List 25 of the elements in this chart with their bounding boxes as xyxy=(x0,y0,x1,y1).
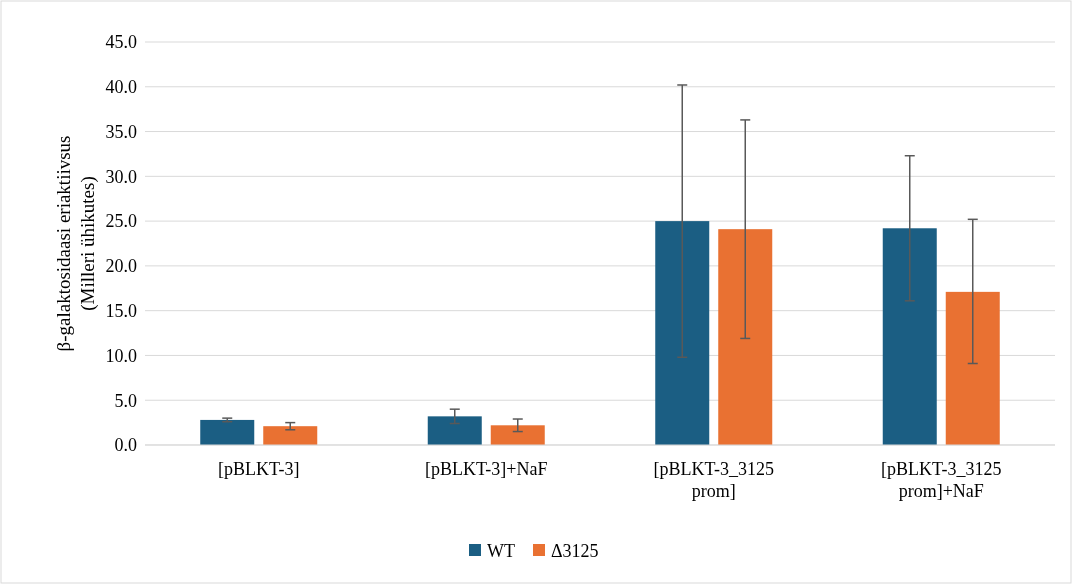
y-tick-label: 15.0 xyxy=(105,300,137,321)
y-tick-label: 35.0 xyxy=(105,121,137,142)
x-tick-label: [pBLKT-3_3125 prom]+NaF xyxy=(881,459,1002,501)
y-axis-title: β-galaktosidaasi eriaktiivsus (Milleri ühikutes) xyxy=(53,135,99,352)
bar xyxy=(945,291,1000,445)
y-tick-label: 5.0 xyxy=(114,390,137,411)
x-tick-label: [pBLKT-3_3125 prom] xyxy=(653,459,774,501)
bar xyxy=(718,229,773,445)
x-tick-label: [pBLKT-3] xyxy=(218,459,300,479)
x-tick-label: [pBLKT-3]+NaF xyxy=(425,459,548,479)
legend-label: WT xyxy=(487,541,515,562)
y-tick-label: 0.0 xyxy=(114,435,137,456)
y-tick-label: 20.0 xyxy=(105,256,137,277)
bar xyxy=(427,416,482,445)
bar xyxy=(490,425,545,445)
bar xyxy=(200,419,255,445)
y-tick-label: 10.0 xyxy=(105,345,137,366)
bar xyxy=(655,221,710,445)
y-tick-label: 40.0 xyxy=(105,77,137,98)
legend-label: Δ3125 xyxy=(551,541,599,562)
y-tick-label: 45.0 xyxy=(105,32,137,53)
bar xyxy=(263,426,318,445)
y-tick-label: 25.0 xyxy=(105,211,137,232)
bar xyxy=(882,228,937,445)
y-tick-label: 30.0 xyxy=(105,166,137,187)
